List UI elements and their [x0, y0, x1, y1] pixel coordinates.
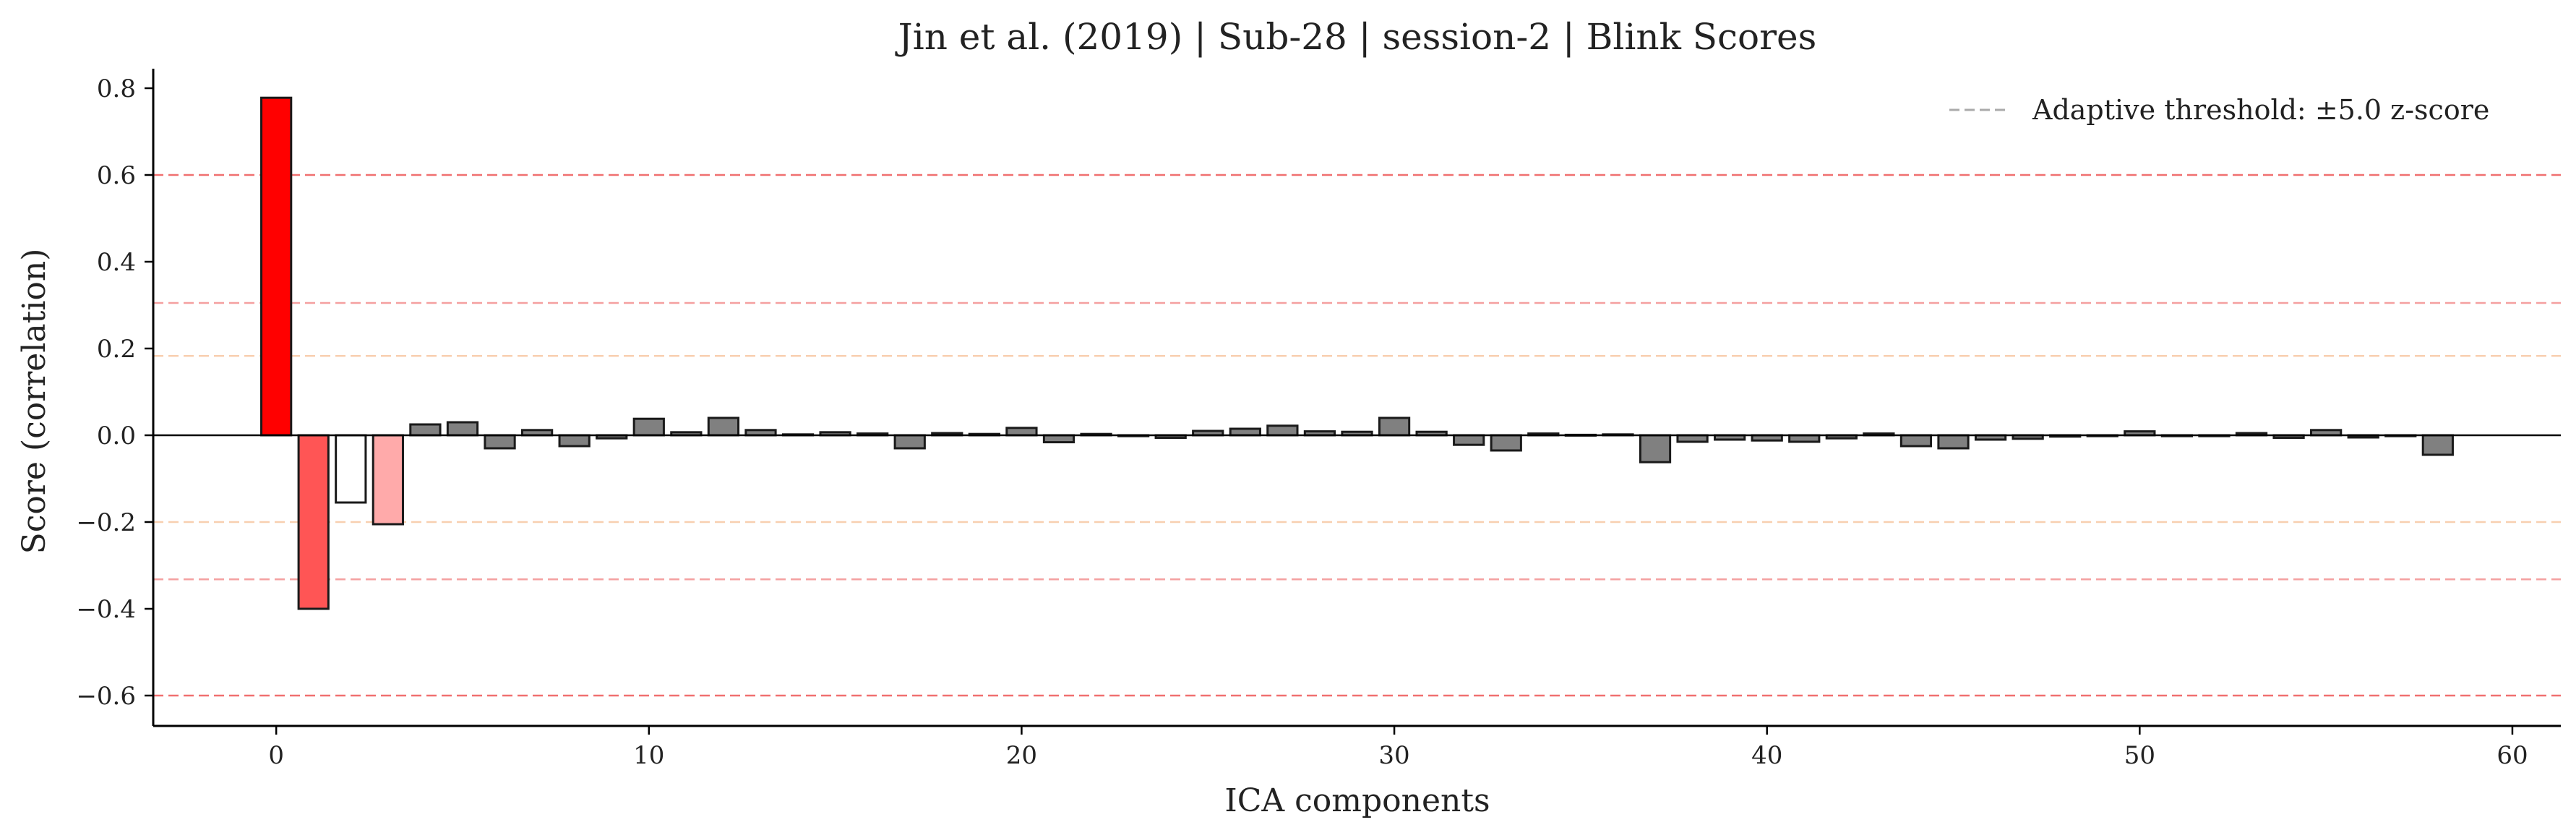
bar-component-12 [707, 416, 740, 437]
bar-component-6 [484, 434, 516, 450]
y-axis-label: Score (correlation) [16, 249, 53, 555]
bar-component-21 [1042, 434, 1076, 444]
y-tick-label: −0.2 [76, 508, 136, 537]
bar-component-5 [446, 421, 479, 437]
bar-component-1 [297, 434, 330, 610]
y-tick-label: 0.6 [97, 161, 136, 190]
y-tick-label: 0.2 [97, 335, 136, 364]
y-tick-label: 0.4 [97, 248, 136, 277]
legend-threshold-label: Adaptive threshold: ±5.0 z-score [2032, 94, 2489, 126]
bar-component-4 [409, 423, 442, 437]
bar-component-27 [1266, 424, 1299, 437]
x-tick-label: 10 [633, 741, 664, 770]
bar-component-20 [1005, 427, 1038, 437]
bar-component-32 [1453, 434, 1485, 446]
bar-component-2 [335, 434, 367, 504]
bar-component-58 [2421, 434, 2454, 456]
bar-component-37 [1639, 434, 1672, 463]
y-tick-label: 0.0 [97, 422, 136, 450]
bar-component-8 [558, 434, 591, 448]
bar-component-38 [1676, 434, 1709, 443]
chart-title: Jin et al. (2019) | Sub-28 | session-2 |… [895, 16, 1817, 58]
x-tick-label: 60 [2496, 741, 2528, 770]
bar-component-33 [1490, 434, 1522, 452]
bar-component-0 [260, 96, 293, 437]
x-tick-label: 0 [268, 741, 284, 770]
bar-component-44 [1899, 434, 1933, 448]
x-axis-label: ICA components [1224, 782, 1490, 819]
x-tick-label: 20 [1006, 741, 1037, 770]
x-tick-label: 50 [2124, 741, 2155, 770]
y-tick-label: −0.6 [76, 682, 136, 711]
y-tick-label: 0.8 [97, 74, 136, 103]
bar-component-26 [1229, 427, 1261, 437]
bar-component-45 [1937, 434, 1970, 450]
bar-component-3 [372, 434, 404, 526]
x-tick-label: 30 [1378, 741, 1409, 770]
bar-component-41 [1788, 434, 1821, 443]
y-tick-label: −0.4 [76, 595, 136, 624]
bar-component-17 [893, 434, 926, 450]
plot-area: −0.6 −0.4 −0.2 0.0 0.2 0.4 0.6 0.8 0 10 20 30 40 50 60 [76, 69, 2561, 770]
bar-component-30 [1378, 416, 1411, 437]
bar-component-10 [632, 417, 665, 437]
legend: Adaptive threshold: ±5.0 z-score [1949, 94, 2489, 126]
x-tick-label: 40 [1751, 741, 1782, 770]
